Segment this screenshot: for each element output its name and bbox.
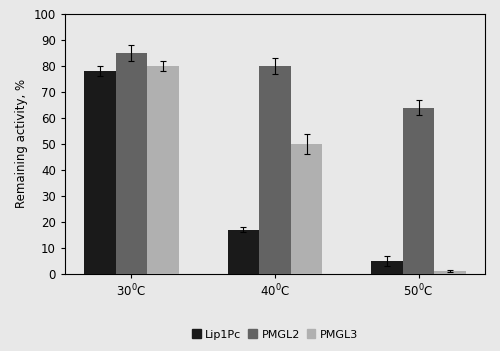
Bar	[434, 271, 466, 274]
Bar	[147, 66, 179, 274]
Y-axis label: Remaining activity, %: Remaining activity, %	[15, 79, 28, 208]
Bar	[291, 144, 322, 274]
Bar	[228, 230, 259, 274]
Legend: Lip1Pc, PMGL2, PMGL3: Lip1Pc, PMGL2, PMGL3	[188, 326, 362, 343]
Bar	[371, 261, 403, 274]
Bar	[116, 53, 147, 274]
Bar	[403, 107, 434, 274]
Bar	[259, 66, 291, 274]
Bar	[84, 71, 116, 274]
